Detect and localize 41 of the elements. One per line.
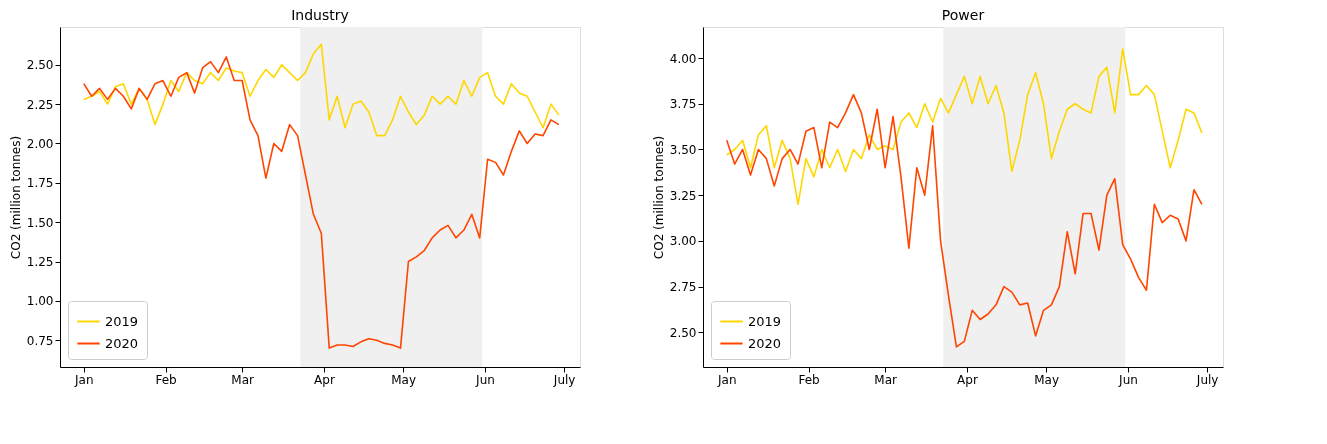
x-tick-label: Mar	[231, 372, 255, 387]
legend-label: 2020	[105, 335, 139, 351]
y-tick-label: 3.25	[669, 188, 697, 203]
y-tick-label: 2.75	[669, 280, 697, 295]
line-series	[725, 93, 1203, 348]
y-tick-label: 2.50	[669, 325, 697, 340]
legend-label: 2020	[748, 335, 782, 351]
y-tick-label: 0.75	[26, 333, 54, 348]
x-tick-label: Apr	[957, 372, 978, 387]
x-tick-label: July	[552, 372, 576, 387]
chart-title: Power	[941, 7, 985, 23]
y-tick-label: 2.00	[26, 136, 54, 151]
x-tick-label: Jan	[717, 372, 737, 387]
x-tick-label: May	[391, 372, 417, 387]
y-axis-title: CO2 (million tonnes)	[8, 135, 23, 260]
line-series	[82, 43, 560, 137]
y-tick-label: 1.75	[26, 176, 54, 191]
y-tick-label: 2.50	[26, 58, 54, 73]
y-tick-label: 3.75	[669, 97, 697, 112]
y-tick-label: 1.25	[26, 255, 54, 270]
legend-label: 2019	[748, 313, 782, 329]
x-tick-label: Jun	[1118, 372, 1138, 387]
y-tick-label: 2.25	[26, 97, 54, 112]
y-tick-label: 1.00	[26, 294, 54, 309]
x-tick-label: Jun	[475, 372, 495, 387]
y-tick-label: 1.50	[26, 215, 54, 230]
x-tick-label: Feb	[798, 372, 820, 387]
line-series	[725, 48, 1203, 206]
chart-title: Industry	[291, 7, 349, 23]
x-tick-label: Feb	[155, 372, 177, 387]
x-tick-label: Mar	[874, 372, 898, 387]
x-tick-label: May	[1034, 372, 1060, 387]
x-tick-label: Apr	[314, 372, 335, 387]
legend-label: 2019	[105, 313, 139, 329]
x-tick-label: July	[1195, 372, 1219, 387]
x-tick-label: Jan	[74, 372, 94, 387]
y-tick-label: 4.00	[669, 51, 697, 66]
y-tick-label: 3.50	[669, 142, 697, 157]
y-axis-title: CO2 (million tonnes)	[651, 135, 666, 260]
y-tick-label: 3.00	[669, 234, 697, 249]
line-series	[82, 56, 560, 349]
